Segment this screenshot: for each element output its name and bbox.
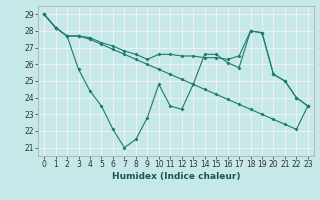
X-axis label: Humidex (Indice chaleur): Humidex (Indice chaleur) (112, 172, 240, 181)
